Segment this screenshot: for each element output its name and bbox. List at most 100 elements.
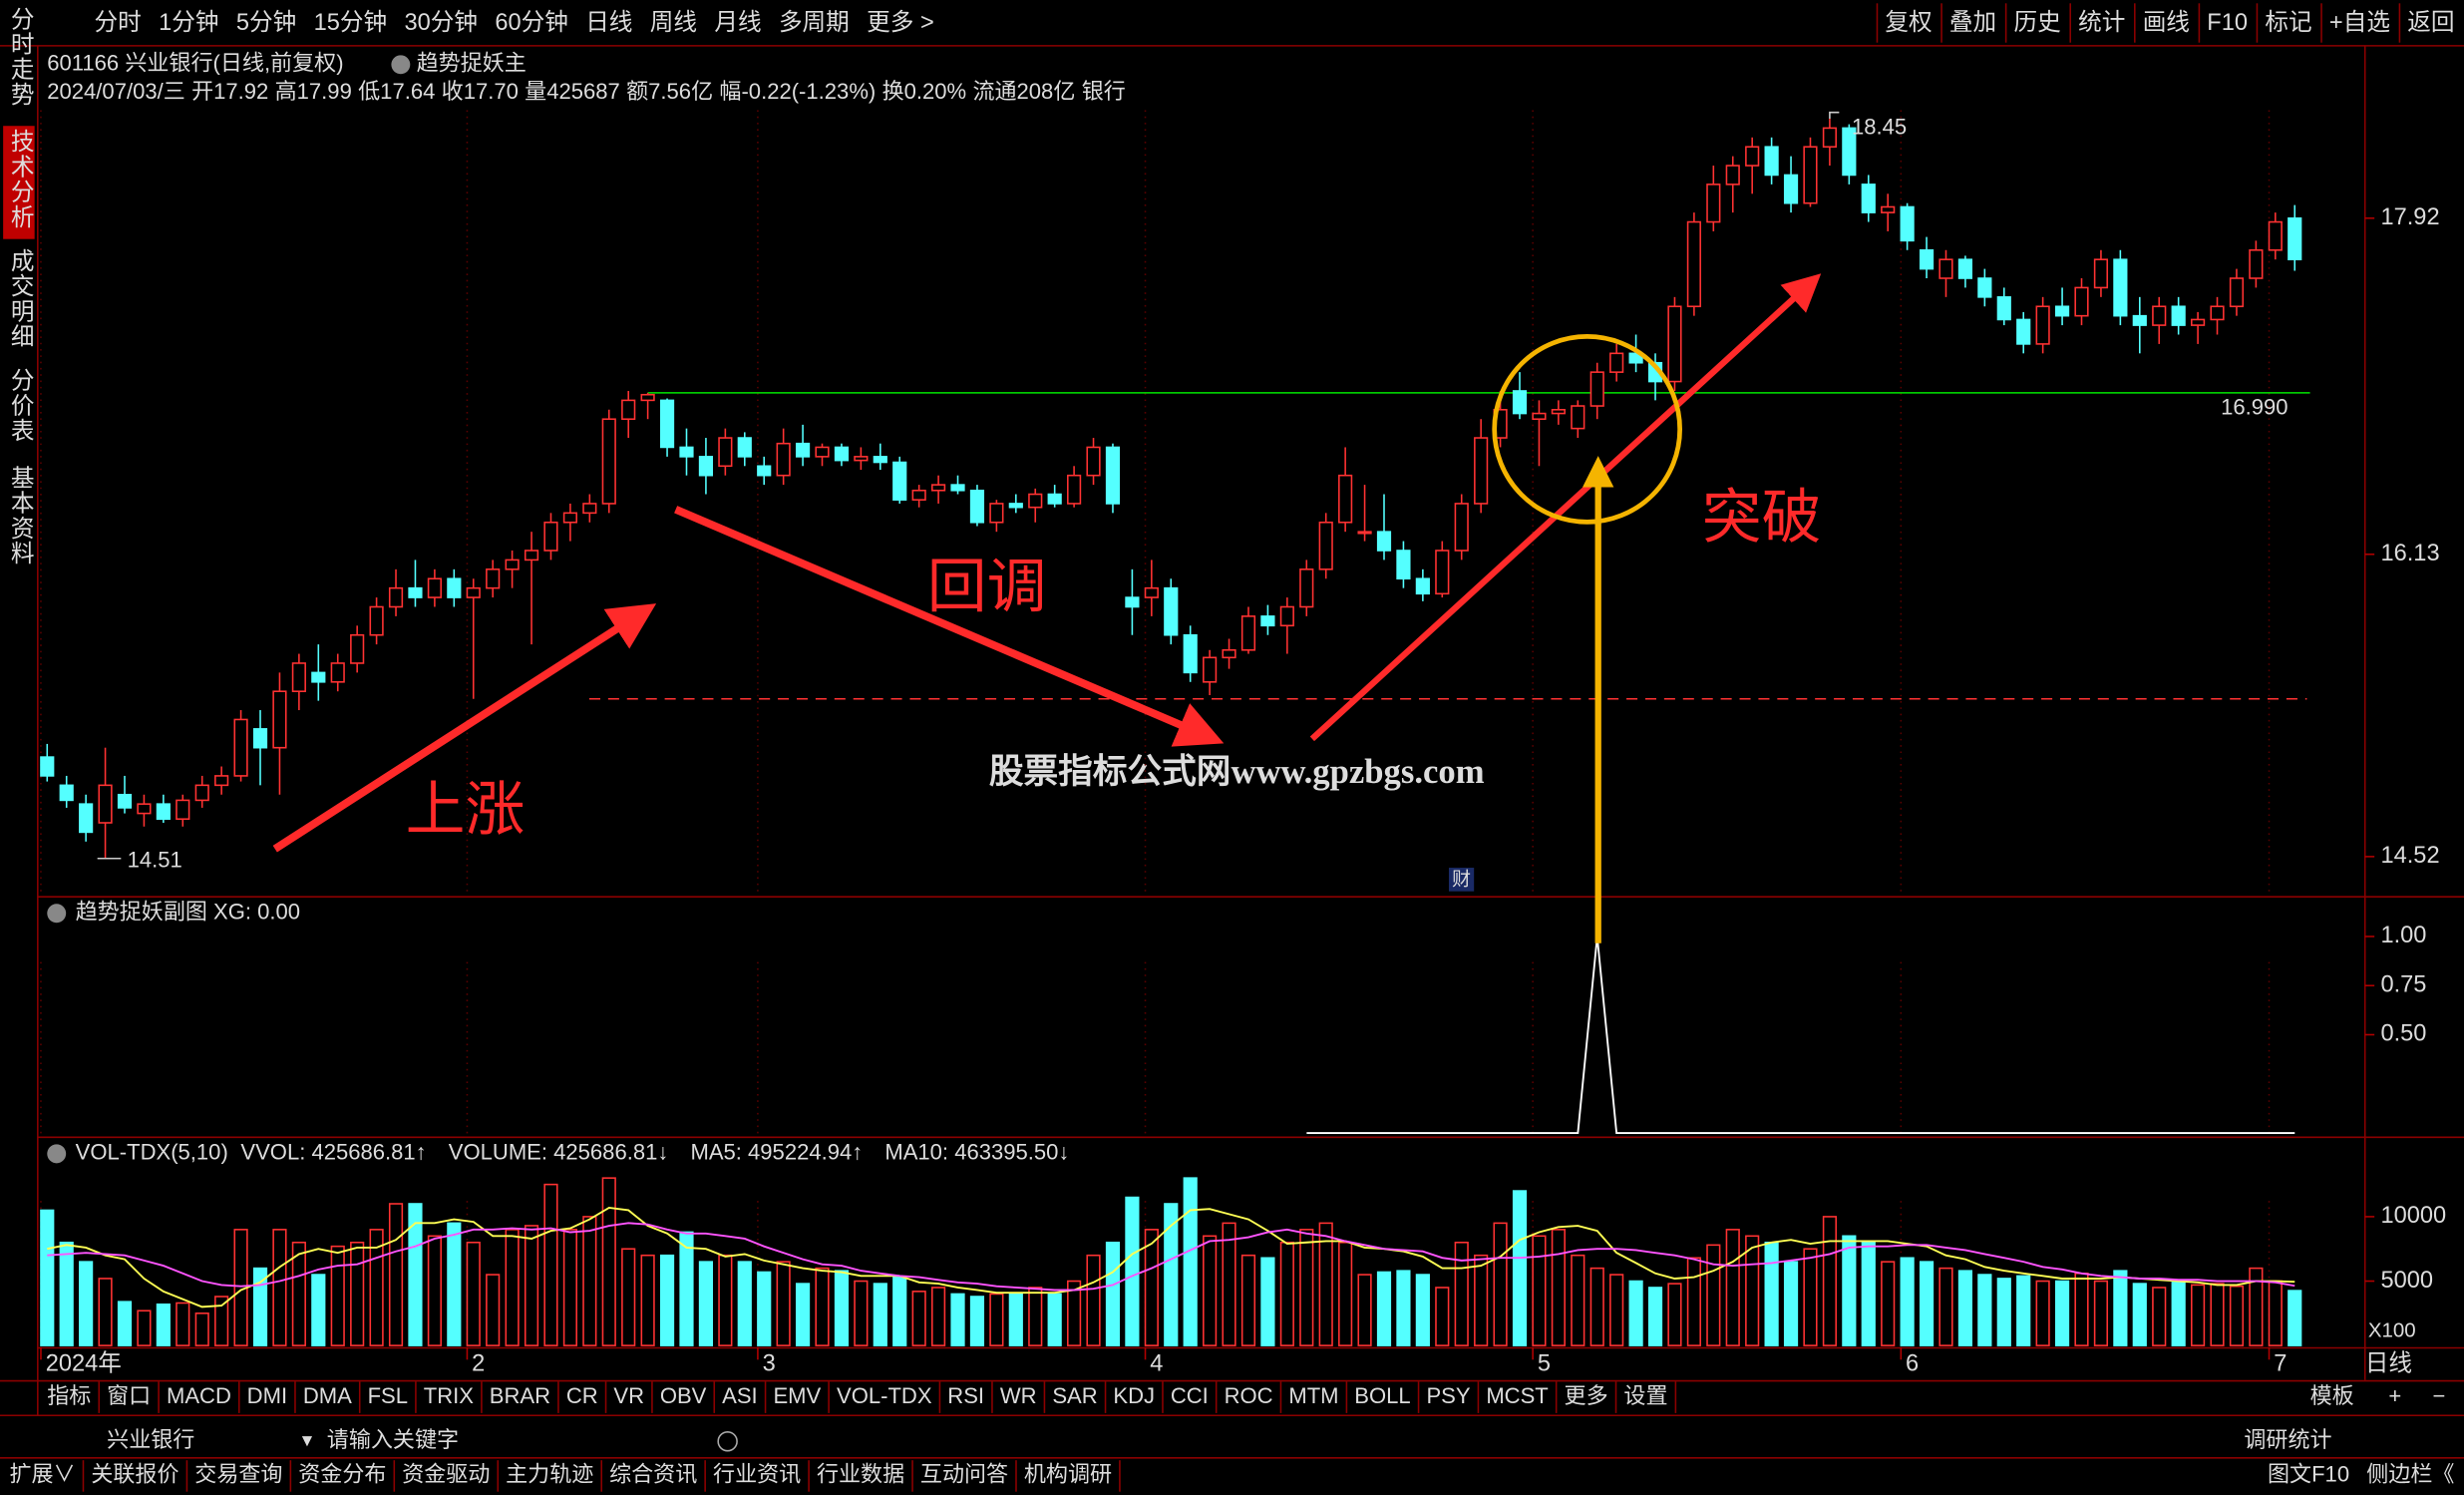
- indicator-tab[interactable]: CCI: [1171, 1383, 1209, 1408]
- search-icon[interactable]: [717, 1431, 738, 1452]
- toolbar-button[interactable]: 历史: [2014, 9, 2061, 36]
- bottom-tab[interactable]: 主力轨迹: [506, 1462, 593, 1487]
- indicator-tab[interactable]: TRIX: [424, 1383, 475, 1408]
- bottom-tab[interactable]: 关联报价: [91, 1462, 178, 1487]
- bottom-tab[interactable]: 交易查询: [194, 1462, 282, 1487]
- period-tab[interactable]: 分时: [95, 9, 142, 36]
- volume-bar: [2210, 1283, 2225, 1346]
- indicator-tab[interactable]: MTM: [1288, 1383, 1338, 1408]
- tab-control[interactable]: 模板: [2310, 1383, 2354, 1408]
- indicator-tab[interactable]: 设置: [1623, 1383, 1667, 1408]
- volume-bar: [1803, 1248, 1818, 1346]
- indicator-tab[interactable]: MACD: [167, 1383, 231, 1408]
- bottom-tab[interactable]: 机构调研: [1024, 1462, 1112, 1487]
- indicator-tab[interactable]: OBV: [660, 1383, 707, 1408]
- toolbar-button[interactable]: F10: [2207, 10, 2248, 36]
- candle-body: [408, 586, 423, 598]
- indicator-tab[interactable]: ASI: [722, 1383, 758, 1408]
- bottom-tab[interactable]: 扩展∨: [9, 1462, 75, 1487]
- bottom-tab[interactable]: 互动问答: [920, 1462, 1008, 1487]
- finance-icon[interactable]: 财: [1452, 869, 1471, 891]
- volume-bar: [1299, 1229, 1314, 1346]
- bottom-tab[interactable]: 行业数据: [817, 1462, 904, 1487]
- indicator-tab[interactable]: WR: [1000, 1383, 1037, 1408]
- candle-body: [2152, 305, 2167, 326]
- candle-body: [1628, 352, 1643, 364]
- bottom-tab[interactable]: 行业资讯: [713, 1462, 801, 1487]
- period-tab[interactable]: 日线: [585, 9, 632, 36]
- indicator-tab[interactable]: EMV: [773, 1383, 821, 1408]
- indicator-tab[interactable]: PSY: [1426, 1383, 1470, 1408]
- bottom-right-tab[interactable]: 侧边栏《: [2366, 1462, 2454, 1487]
- toolbar-button[interactable]: 叠加: [1949, 9, 1996, 36]
- indicator-tab[interactable]: DMI: [247, 1383, 287, 1408]
- indicator-tab[interactable]: 窗口: [107, 1383, 151, 1408]
- indicator-tab[interactable]: VR: [613, 1383, 644, 1408]
- indicator-tab[interactable]: SAR: [1052, 1383, 1097, 1408]
- indicator-tab[interactable]: BRAR: [490, 1383, 550, 1408]
- side-tab[interactable]: 分价表: [7, 368, 35, 444]
- finance-icon-bg[interactable]: [1448, 868, 1475, 892]
- toolbar-button[interactable]: 统计: [2078, 9, 2125, 36]
- indicator-tab[interactable]: BOLL: [1354, 1383, 1410, 1408]
- tab-control[interactable]: +: [2388, 1383, 2401, 1408]
- candle-body: [679, 446, 694, 458]
- indicator-tab[interactable]: 指标: [47, 1383, 91, 1408]
- legend-entry: VVOL: 425686.81↑: [240, 1140, 426, 1165]
- volume-bar: [698, 1261, 714, 1346]
- indicator-tab[interactable]: ROC: [1225, 1383, 1273, 1408]
- candle-body: [311, 671, 326, 683]
- volume-bar: [2132, 1283, 2147, 1346]
- bottom-right-tab[interactable]: 图文F10: [2268, 1462, 2349, 1487]
- bottom-tab[interactable]: 综合资讯: [609, 1462, 697, 1487]
- volume-bar: [291, 1241, 306, 1346]
- candle-body: [2249, 248, 2264, 279]
- y-tick-label: 0.75: [2380, 971, 2426, 997]
- indicator-tab[interactable]: DMA: [303, 1383, 352, 1408]
- period-tab[interactable]: 30分钟: [404, 9, 478, 36]
- bottom-tab[interactable]: 资金分布: [298, 1462, 386, 1487]
- period-tab[interactable]: 60分钟: [495, 9, 568, 36]
- research-stats[interactable]: 调研统计: [2244, 1427, 2331, 1452]
- toolbar-button[interactable]: 复权: [1885, 9, 1932, 36]
- side-tab[interactable]: 成交明细: [7, 248, 35, 349]
- indicator-tab[interactable]: CR: [566, 1383, 598, 1408]
- period-tab[interactable]: 多周期: [779, 9, 850, 36]
- legend-entry: VOLUME: 425686.81↓: [449, 1140, 669, 1165]
- volume-bar: [214, 1296, 229, 1346]
- side-tab[interactable]: 基本资料: [7, 465, 35, 565]
- indicator-tab[interactable]: KDJ: [1113, 1383, 1155, 1408]
- period-tab[interactable]: 更多 >: [867, 9, 934, 36]
- ma-line: [47, 1222, 2295, 1292]
- period-tab[interactable]: 15分钟: [314, 9, 388, 36]
- tab-control[interactable]: −: [2432, 1383, 2445, 1408]
- period-tab[interactable]: 月线: [714, 9, 761, 36]
- period-tab[interactable]: 1分钟: [159, 9, 218, 36]
- period-tab[interactable]: 周线: [650, 9, 697, 36]
- candle-body: [2093, 258, 2109, 289]
- toolbar-button[interactable]: 返回: [2407, 9, 2454, 36]
- toolbar-button[interactable]: 标记: [2265, 9, 2311, 36]
- indicator-tab[interactable]: VOL-TDX: [837, 1383, 932, 1408]
- candle-body: [776, 442, 791, 477]
- volume-bar: [1222, 1222, 1236, 1346]
- volume-bar: [1706, 1244, 1721, 1346]
- candle-body: [1203, 656, 1218, 683]
- candle-body: [757, 465, 772, 477]
- candle-body: [582, 503, 597, 515]
- period-tab[interactable]: 5分钟: [236, 9, 296, 36]
- toolbar-button[interactable]: 画线: [2143, 9, 2190, 36]
- volume-bar: [601, 1177, 616, 1346]
- volume-bar: [1183, 1177, 1198, 1346]
- side-tab[interactable]: 分时走势: [7, 6, 35, 107]
- candle-body: [524, 550, 539, 561]
- volume-bar: [1667, 1283, 1682, 1346]
- toolbar-button[interactable]: +自选: [2329, 9, 2390, 36]
- side-tab[interactable]: 技术分析: [7, 129, 35, 229]
- indicator-tab[interactable]: FSL: [368, 1383, 408, 1408]
- indicator-tab[interactable]: MCST: [1486, 1383, 1548, 1408]
- indicator-tab[interactable]: RSI: [947, 1383, 984, 1408]
- indicator-tab[interactable]: 更多: [1565, 1383, 1608, 1408]
- bottom-tab[interactable]: 资金驱动: [402, 1462, 490, 1487]
